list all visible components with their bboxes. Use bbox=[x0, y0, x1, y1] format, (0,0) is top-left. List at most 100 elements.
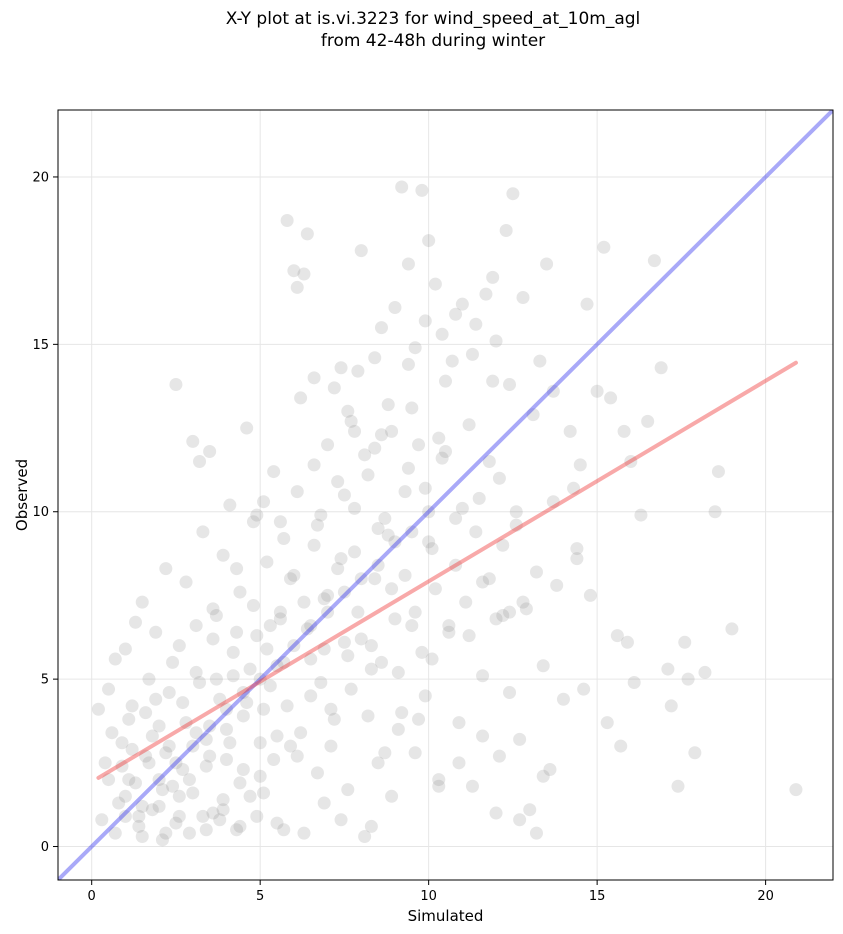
data-point-238 bbox=[155, 783, 169, 797]
data-point-325 bbox=[486, 270, 500, 284]
data-point-184 bbox=[213, 813, 227, 827]
data-point-261 bbox=[310, 518, 324, 532]
data-point-186 bbox=[226, 669, 240, 683]
data-point-123 bbox=[506, 187, 520, 201]
data-point-115 bbox=[479, 287, 493, 301]
data-point-203 bbox=[341, 649, 355, 663]
data-point-225 bbox=[489, 612, 503, 626]
data-point-25 bbox=[176, 763, 190, 777]
data-point-240 bbox=[169, 816, 183, 830]
data-point-121 bbox=[499, 224, 513, 238]
data-point-13 bbox=[135, 595, 149, 609]
data-point-33 bbox=[203, 444, 217, 458]
data-point-173 bbox=[139, 706, 153, 720]
data-point-4 bbox=[105, 726, 119, 740]
data-point-218 bbox=[442, 619, 456, 633]
data-point-288 bbox=[253, 672, 267, 686]
data-point-262 bbox=[317, 642, 331, 656]
y-tick-label-2: 10 bbox=[32, 505, 49, 520]
data-point-47 bbox=[250, 629, 264, 643]
data-point-152 bbox=[624, 455, 638, 469]
data-point-326 bbox=[503, 378, 517, 392]
data-point-169 bbox=[620, 635, 634, 649]
data-point-17 bbox=[149, 625, 163, 639]
data-point-56 bbox=[280, 213, 294, 227]
data-point-253 bbox=[257, 702, 271, 716]
data-point-316 bbox=[513, 813, 527, 827]
data-point-84 bbox=[374, 428, 388, 442]
data-point-154 bbox=[634, 508, 648, 522]
data-point-102 bbox=[435, 327, 449, 341]
data-point-180 bbox=[186, 786, 200, 800]
data-point-229 bbox=[516, 595, 530, 609]
data-point-61 bbox=[297, 267, 311, 281]
data-point-323 bbox=[449, 307, 463, 321]
data-point-78 bbox=[354, 244, 368, 258]
data-point-178 bbox=[172, 809, 186, 823]
data-point-95 bbox=[412, 438, 426, 452]
data-point-291 bbox=[304, 619, 318, 633]
data-point-42 bbox=[233, 585, 247, 599]
data-point-64 bbox=[307, 458, 321, 472]
data-point-213 bbox=[408, 605, 422, 619]
data-point-171 bbox=[125, 742, 139, 756]
data-point-14 bbox=[139, 749, 153, 763]
data-point-318 bbox=[536, 769, 550, 783]
data-point-65 bbox=[310, 766, 324, 780]
data-point-239 bbox=[162, 739, 176, 753]
data-point-198 bbox=[307, 538, 321, 552]
data-point-45 bbox=[243, 789, 257, 803]
chart-title: X-Y plot at is.vi.3223 for wind_speed_at… bbox=[0, 8, 843, 52]
plot-area-frame bbox=[57, 109, 834, 881]
data-point-99 bbox=[425, 542, 439, 556]
data-point-104 bbox=[442, 625, 456, 639]
data-point-309 bbox=[364, 819, 378, 833]
x-tick-label-2: 10 bbox=[420, 889, 437, 904]
data-point-161 bbox=[678, 635, 692, 649]
data-point-132 bbox=[536, 659, 550, 673]
data-point-73 bbox=[337, 635, 351, 649]
data-point-30 bbox=[193, 455, 207, 469]
data-point-270 bbox=[371, 756, 385, 770]
data-point-120 bbox=[496, 609, 510, 623]
data-point-202 bbox=[334, 552, 348, 566]
data-point-260 bbox=[304, 689, 318, 703]
data-point-149 bbox=[610, 629, 624, 643]
data-point-219 bbox=[449, 558, 463, 572]
data-point-274 bbox=[398, 568, 412, 582]
data-point-254 bbox=[263, 619, 277, 633]
data-point-107 bbox=[452, 716, 466, 730]
data-point-34 bbox=[206, 806, 220, 820]
data-point-2 bbox=[98, 756, 112, 770]
data-point-176 bbox=[159, 746, 173, 760]
data-point-131 bbox=[533, 354, 547, 368]
data-point-58 bbox=[287, 264, 301, 278]
y-tick-label-4: 20 bbox=[32, 170, 49, 185]
data-point-314 bbox=[476, 729, 490, 743]
data-point-168 bbox=[789, 783, 803, 797]
data-point-187 bbox=[233, 776, 247, 790]
data-point-223 bbox=[476, 575, 490, 589]
data-point-289 bbox=[270, 659, 284, 673]
grid-lines bbox=[58, 110, 833, 880]
data-point-125 bbox=[513, 732, 527, 746]
data-point-337 bbox=[230, 562, 244, 576]
data-point-68 bbox=[321, 438, 335, 452]
data-point-301 bbox=[199, 823, 213, 837]
data-point-310 bbox=[385, 789, 399, 803]
data-point-113 bbox=[472, 491, 486, 505]
data-point-29 bbox=[189, 665, 203, 679]
data-point-206 bbox=[361, 709, 375, 723]
data-point-128 bbox=[523, 803, 537, 817]
data-point-265 bbox=[337, 488, 351, 502]
data-point-221 bbox=[462, 629, 476, 643]
data-point-236 bbox=[142, 756, 156, 770]
data-point-179 bbox=[179, 716, 193, 730]
data-point-251 bbox=[243, 662, 257, 676]
data-point-322 bbox=[418, 314, 432, 328]
axis-ticks: 0 5 10 15 20 0 5 10 15 20 bbox=[32, 170, 773, 904]
data-point-139 bbox=[567, 481, 581, 495]
data-point-295 bbox=[371, 558, 385, 572]
data-point-327 bbox=[546, 495, 560, 509]
data-point-153 bbox=[627, 675, 641, 689]
